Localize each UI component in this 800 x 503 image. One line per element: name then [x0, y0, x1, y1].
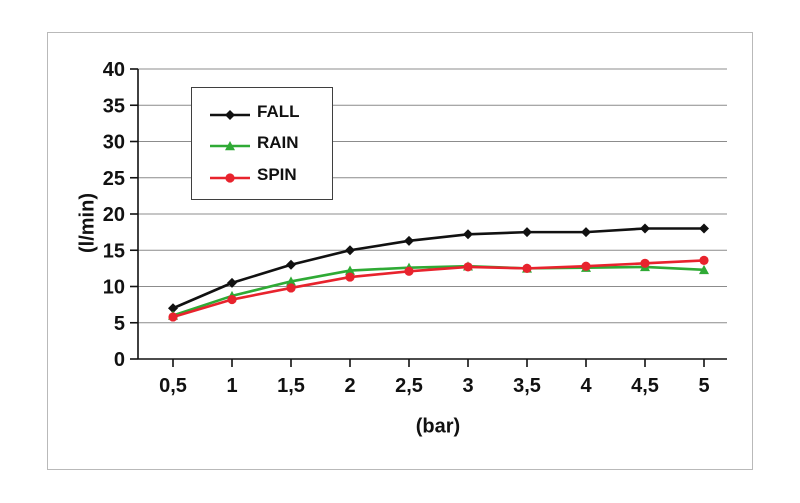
- legend-marker-fall-icon: [208, 106, 252, 120]
- y-tick-label: 20: [103, 204, 125, 226]
- y-tick-label: 15: [103, 240, 125, 262]
- legend-item-fall: FALL: [208, 102, 328, 122]
- plot-area: 0 5 10 15 20 25 30 35 40 0,5 1 1,5 2 2,5 3 3,5 4 4,5 5: [103, 59, 727, 397]
- y-axis-title: (l/min): [76, 193, 99, 253]
- x-axis-ticks: 0,5 1 1,5 2 2,5 3 3,5 4 4,5 5: [159, 359, 710, 397]
- y-tick-label: 30: [103, 132, 125, 154]
- y-tick-label: 0: [114, 349, 125, 371]
- legend-label-rain: RAIN: [257, 133, 299, 153]
- y-tick-label: 5: [114, 313, 125, 335]
- legend: FALL RAIN SPIN: [191, 87, 333, 200]
- legend-item-spin: SPIN: [208, 165, 328, 185]
- legend-item-rain: RAIN: [208, 133, 328, 153]
- chart-figure: 0 5 10 15 20 25 30 35 40 0,5 1 1,5 2 2,5 3 3,5 4 4,5 5 (l/…: [47, 32, 753, 470]
- x-tick-label: 0,5: [159, 375, 187, 397]
- x-tick-label: 2: [344, 375, 355, 397]
- x-tick-label: 1,5: [277, 375, 305, 397]
- x-tick-label: 3: [462, 375, 473, 397]
- legend-marker-rain-icon: [208, 137, 252, 151]
- y-tick-label: 10: [103, 277, 125, 299]
- series-fall: [168, 223, 709, 314]
- y-tick-label: 40: [103, 59, 125, 81]
- series-spin: [168, 255, 709, 322]
- y-axis-ticks: 0 5 10 15 20 25 30 35 40: [103, 59, 138, 371]
- y-tick-label: 25: [103, 168, 125, 190]
- x-axis-title: (bar): [415, 415, 461, 438]
- x-tick-label: 4,5: [631, 375, 659, 397]
- legend-label-fall: FALL: [257, 101, 300, 121]
- x-tick-label: 1: [226, 375, 237, 397]
- legend-label-spin: SPIN: [257, 165, 297, 185]
- x-tick-label: 2,5: [395, 375, 423, 397]
- y-tick-label: 35: [103, 95, 125, 117]
- x-tick-label: 4: [580, 375, 592, 397]
- legend-marker-spin-icon: [208, 169, 252, 183]
- x-tick-label: 5: [698, 375, 709, 397]
- x-tick-label: 3,5: [513, 375, 541, 397]
